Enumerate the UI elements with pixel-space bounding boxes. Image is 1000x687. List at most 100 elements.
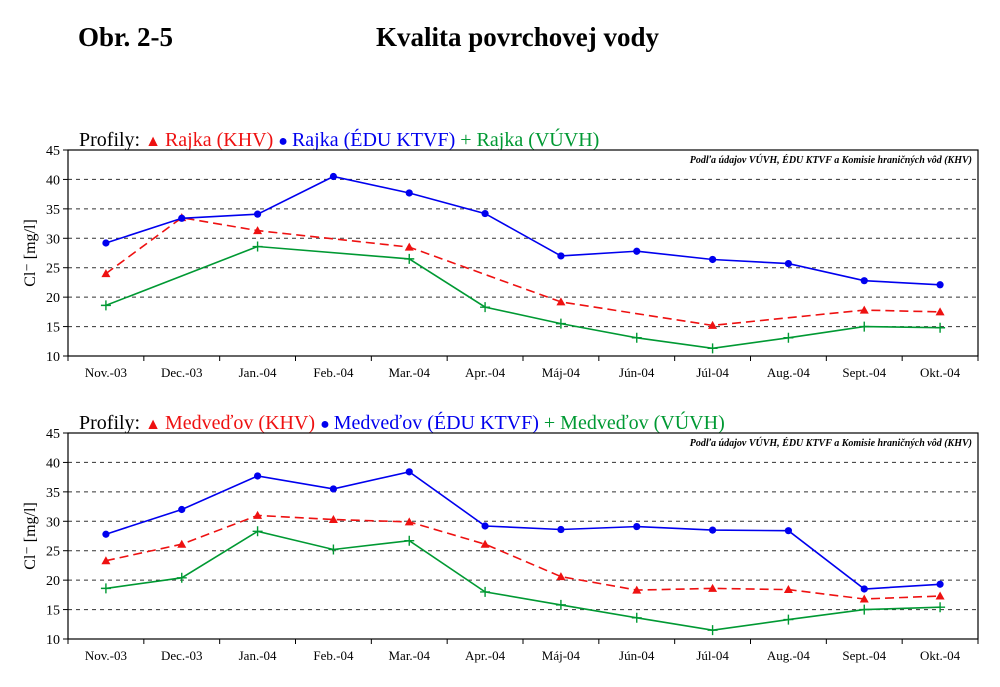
triangle-marker <box>859 305 869 314</box>
plus-marker <box>555 599 566 610</box>
circle-marker <box>936 580 944 588</box>
triangle-marker <box>935 307 945 316</box>
plus-marker <box>404 253 415 264</box>
triangle-marker <box>328 515 338 524</box>
x-tick-label: Dec.-03 <box>161 648 203 663</box>
plus-marker <box>859 604 870 615</box>
circle-marker <box>557 252 565 260</box>
y-tick-label: 30 <box>46 515 60 530</box>
circle-marker <box>784 527 793 535</box>
x-tick-label: Máj-04 <box>542 365 581 380</box>
x-tick-label: Aug.-04 <box>767 648 810 663</box>
circle-marker <box>708 255 717 264</box>
circle-marker <box>784 259 793 268</box>
series <box>102 468 944 593</box>
legend-entry: Medveďov (KHV) <box>165 412 320 434</box>
circle-marker <box>329 485 338 493</box>
legend-circle-symbol: ● <box>278 133 292 150</box>
legend-plus-symbol: + <box>544 412 560 434</box>
legend-plus-symbol: + <box>460 129 476 151</box>
series-line <box>105 530 941 632</box>
y-tick-label: 35 <box>46 203 60 218</box>
circle-marker <box>633 247 641 255</box>
y-tick-label: 10 <box>46 350 60 365</box>
legend-entry: Medveďov (VÚVH) <box>560 410 725 434</box>
triangle-marker <box>101 556 111 565</box>
x-tick-label: Feb.-04 <box>313 365 354 380</box>
plus-marker <box>783 614 794 625</box>
triangle-marker <box>253 226 263 235</box>
x-tick-label: Dec.-03 <box>161 365 203 380</box>
source-note: Podľa údajov VÚVH, ÉDU KTVF a Komisie hr… <box>690 437 972 449</box>
plot-frame <box>67 149 979 357</box>
y-axis-label: Cl⁻ [mg/l] <box>22 502 39 570</box>
plus-marker <box>100 583 111 594</box>
y-tick-label: 35 <box>46 486 60 501</box>
legend-entry: Rajka (VÚVH) <box>477 127 600 151</box>
x-tick-label: Nov.-03 <box>85 365 127 380</box>
series-line <box>105 245 941 350</box>
triangle-marker <box>101 269 111 278</box>
figure-title: Kvalita povrchovej vody <box>376 22 659 52</box>
y-tick-label: 25 <box>46 545 60 560</box>
x-tick-label: Jan.-04 <box>239 365 277 380</box>
triangle-marker <box>708 320 718 329</box>
circle-marker <box>329 172 338 181</box>
x-tick-label: Sept.-04 <box>842 648 886 663</box>
x-tick-label: Apr.-04 <box>465 365 506 380</box>
plus-marker <box>707 343 718 354</box>
legend-prefix: Profily: <box>79 129 145 151</box>
circle-marker <box>405 468 413 476</box>
plus-marker <box>935 322 946 333</box>
x-tick-label: Mar.-04 <box>388 365 430 380</box>
circle-marker <box>633 522 641 531</box>
x-tick-label: Mar.-04 <box>388 648 430 663</box>
y-tick-label: 45 <box>46 427 60 442</box>
triangle-marker <box>859 594 869 603</box>
x-tick-label: Sept.-04 <box>842 365 886 380</box>
plus-marker <box>631 332 642 343</box>
x-tick-label: Júl-04 <box>696 365 729 380</box>
series-line <box>105 470 941 590</box>
circle-marker <box>481 209 489 218</box>
x-tick-label: Jún-04 <box>619 648 655 663</box>
legend-entry: Rajka (ÉDU KTVF) <box>292 128 460 151</box>
y-tick-label: 30 <box>46 232 60 247</box>
plus-marker <box>328 544 339 555</box>
x-tick-label: Máj-04 <box>542 648 581 663</box>
chart-rajka: Profily: ▲ Rajka (KHV) ● Rajka (ÉDU KTVF… <box>22 127 979 380</box>
triangle-marker <box>783 585 793 594</box>
plus-marker <box>252 526 263 537</box>
legend: Profily: ▲ Medveďov (KHV) ● Medveďov (ÉD… <box>79 410 725 434</box>
circle-marker <box>860 277 868 285</box>
circle-marker <box>557 525 565 534</box>
plus-marker <box>480 586 491 597</box>
chart-medvedov: Profily: ▲ Medveďov (KHV) ● Medveďov (ÉD… <box>22 410 979 663</box>
circle-marker <box>253 472 262 480</box>
legend-circle-symbol: ● <box>320 416 334 433</box>
y-tick-label: 25 <box>46 262 60 277</box>
series-line <box>105 514 941 600</box>
plus-marker <box>100 300 111 311</box>
series <box>101 510 945 603</box>
triangle-marker <box>632 585 642 594</box>
x-tick-label: Jún-04 <box>619 365 655 380</box>
circle-marker <box>481 522 489 530</box>
y-tick-label: 10 <box>46 633 60 648</box>
triangle-marker <box>480 539 490 548</box>
circle-marker <box>860 585 868 593</box>
legend: Profily: ▲ Rajka (KHV) ● Rajka (ÉDU KTVF… <box>79 127 599 151</box>
source-note: Podľa údajov VÚVH, ÉDU KTVF a Komisie hr… <box>690 154 972 166</box>
plus-marker <box>935 602 946 613</box>
plus-marker <box>480 302 491 313</box>
legend-triangle-symbol: ▲ <box>145 133 165 150</box>
circle-marker <box>253 210 262 218</box>
y-axis-label: Cl⁻ [mg/l] <box>22 219 39 287</box>
plus-marker <box>176 572 187 583</box>
triangle-marker <box>935 591 945 600</box>
figure-label: Obr. 2-5 <box>78 22 174 52</box>
x-tick-label: Okt.-04 <box>920 648 961 663</box>
y-tick-label: 20 <box>46 291 60 306</box>
circle-marker <box>708 526 717 534</box>
series <box>100 241 946 354</box>
